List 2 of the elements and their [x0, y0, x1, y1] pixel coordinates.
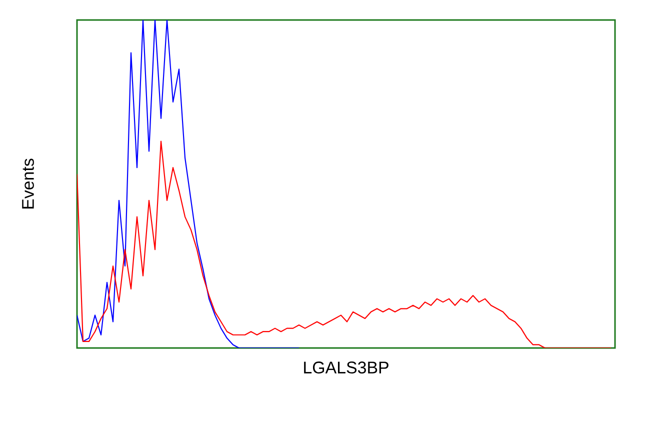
- x-axis-title: LGALS3BP: [304, 362, 388, 374]
- y-axis-title: Events: [22, 158, 34, 208]
